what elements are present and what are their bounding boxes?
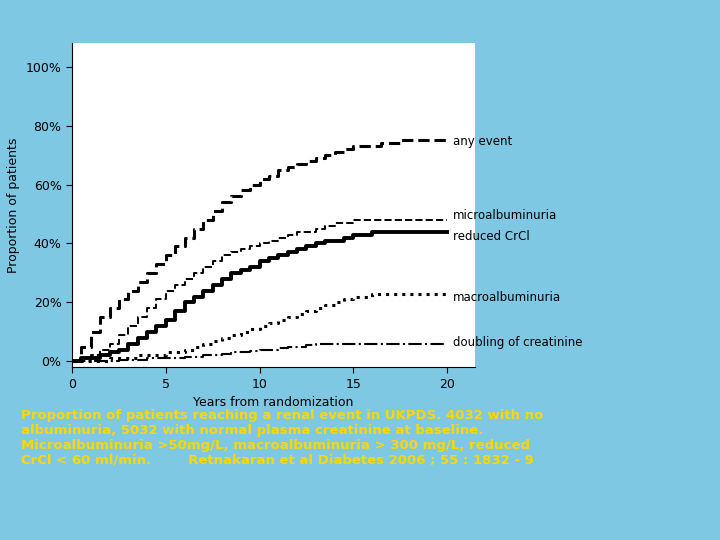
- X-axis label: Years from randomization: Years from randomization: [194, 396, 354, 409]
- Text: macroalbuminuria: macroalbuminuria: [453, 292, 561, 305]
- Text: doubling of creatinine: doubling of creatinine: [453, 336, 582, 349]
- Text: reduced CrCl: reduced CrCl: [453, 230, 529, 242]
- Y-axis label: Proportion of patients: Proportion of patients: [7, 138, 20, 273]
- Text: any event: any event: [453, 136, 512, 148]
- Text: Proportion of patients reaching a renal event in UKPDS. 4032 with no
albuminuria: Proportion of patients reaching a renal …: [22, 409, 544, 467]
- Text: microalbuminuria: microalbuminuria: [453, 209, 557, 222]
